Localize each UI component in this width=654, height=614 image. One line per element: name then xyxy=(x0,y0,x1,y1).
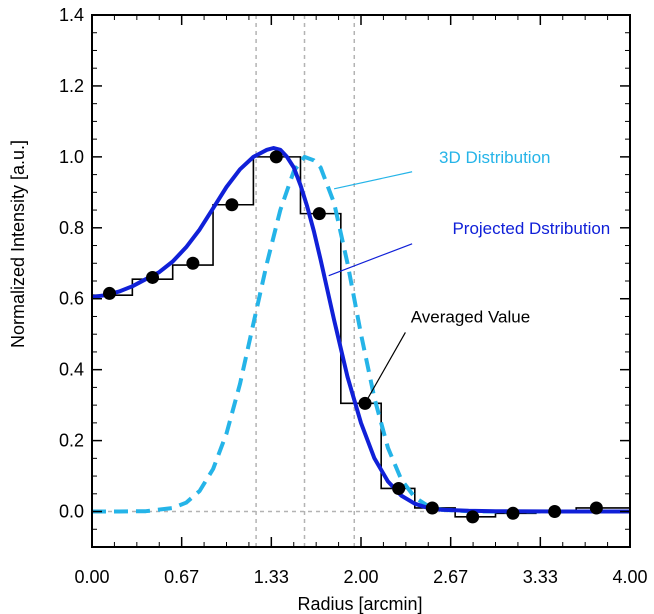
x-tick-label: 0.67 xyxy=(164,567,199,587)
y-tick-label: 0.2 xyxy=(59,431,84,451)
x-tick-label: 4.00 xyxy=(612,567,647,587)
annotation-leader-line xyxy=(328,243,413,277)
y-tick-label: 0.0 xyxy=(59,502,84,522)
3d-distribution-curve xyxy=(92,154,630,514)
annotation-label: 3D Distribution xyxy=(439,148,551,167)
projected-distribution-curve xyxy=(91,146,630,514)
y-axis-ticks: 0.0 0.2 0.4 0.6 0.8 1.0 1.2 1.4 xyxy=(59,5,630,530)
x-tick-label: 2.67 xyxy=(433,567,468,587)
annotations: 3D Distribution Projected Dstribution Aver… xyxy=(328,148,610,404)
y-tick-label: 1.4 xyxy=(59,5,84,25)
averaged-value-point xyxy=(102,286,116,300)
annotation-label: Projected Dstribution xyxy=(452,219,610,238)
x-axis-ticks: 0.00 0.67 1.33 2.00 2.67 3.33 4.00 xyxy=(74,15,648,587)
averaged-value-point xyxy=(392,481,406,495)
x-axis-label: Radius [arcmin] xyxy=(297,594,422,614)
annotation-label: Averaged Value xyxy=(411,307,530,326)
y-tick-label: 0.4 xyxy=(59,360,84,380)
annotation-leader-line xyxy=(364,332,406,404)
annotation-leader-line xyxy=(333,171,413,190)
curves xyxy=(91,146,630,514)
averaged-points xyxy=(102,150,603,524)
x-tick-label: 2.00 xyxy=(343,567,378,587)
y-axis-label: Normalized Intensity [a.u.] xyxy=(8,140,28,348)
y-tick-label: 0.8 xyxy=(59,218,84,238)
y-tick-label: 1.0 xyxy=(59,147,84,167)
x-tick-label: 3.33 xyxy=(523,567,558,587)
averaged-value-point xyxy=(466,510,480,524)
x-tick-label: 1.33 xyxy=(254,567,289,587)
y-tick-label: 1.2 xyxy=(59,76,84,96)
averaged-value-point xyxy=(269,150,283,164)
averaged-value-point xyxy=(186,256,200,270)
averaged-value-point xyxy=(312,207,326,221)
averaged-value-point xyxy=(589,501,603,515)
averaged-value-point xyxy=(146,270,160,284)
averaged-value-point xyxy=(225,198,239,212)
averaged-value-point xyxy=(425,501,439,515)
averaged-value-point xyxy=(548,505,562,519)
y-tick-label: 0.6 xyxy=(59,289,84,309)
x-tick-label: 0.00 xyxy=(74,567,109,587)
averaged-value-point xyxy=(506,506,520,520)
